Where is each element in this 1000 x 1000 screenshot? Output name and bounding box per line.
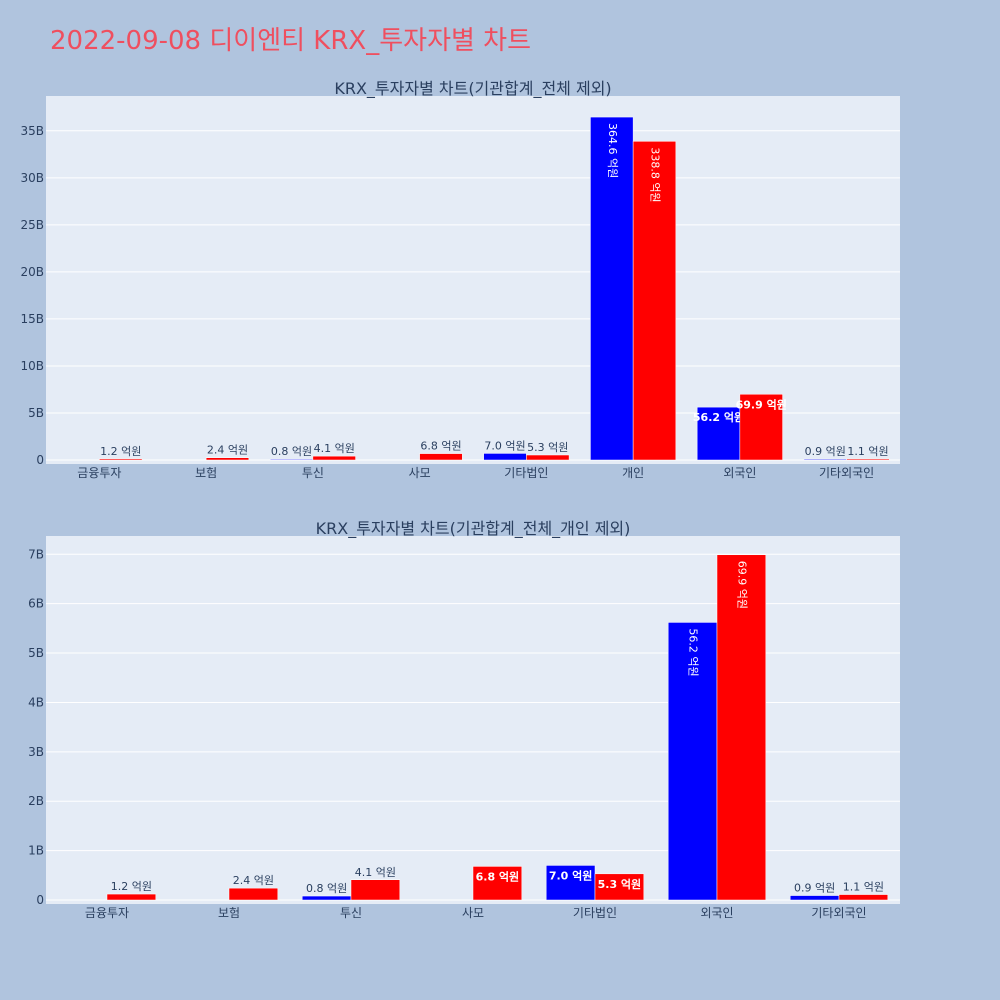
x-tick-label: 외국인 [700, 906, 733, 920]
chart-2: 0 1B 2B 3B 4B 5B 6B 7B KRX_투자자별 차트(기관합계_전체_개인 제외… [28, 519, 900, 920]
bar-value-label: 5.3 억원 [598, 877, 642, 891]
bar-value-label: 338.8 억원 [648, 147, 661, 202]
bar-value-label: 6.8 억원 [420, 440, 461, 453]
bar [99, 458, 143, 461]
y-tick-label: 2B [28, 794, 44, 808]
y-tick-label: 1B [28, 844, 44, 858]
charts-root: 0 5B 10B 15B 20B 25B 30B 35B KRX_투자자별 차트(기관합계_전체… [20, 79, 900, 920]
bar [419, 453, 463, 461]
y-tick-label: 5B [28, 406, 44, 420]
bar [846, 458, 890, 461]
chart-title: KRX_투자자별 차트(기관합계_전체_개인 제외) [316, 519, 631, 539]
x-tick-label: 기타법인 [504, 466, 548, 480]
x-tick-label: 기타법인 [573, 906, 617, 920]
x-tick-label: 사모 [462, 906, 484, 920]
bar-value-label: 0.9 억원 [794, 882, 835, 895]
y-tick-label: 6B [28, 597, 44, 611]
x-tick-label: 외국인 [723, 466, 756, 480]
bar [716, 554, 767, 901]
bar-value-label: 0.8 억원 [306, 882, 347, 895]
y-tick-label: 0 [36, 893, 44, 907]
bar-value-label: 5.3 억원 [527, 441, 568, 454]
bar [526, 454, 570, 461]
bar-value-label: 1.2 억원 [100, 445, 141, 458]
bar-value-label: 1.1 억원 [843, 881, 884, 894]
x-tick-label: 기타외국인 [811, 906, 866, 920]
bar [789, 895, 840, 901]
bar [696, 406, 741, 461]
y-tick-label: 5B [28, 646, 44, 660]
bar-value-label: 7.0 억원 [484, 439, 525, 452]
bar [205, 457, 250, 461]
x-tick-label: 금융투자 [77, 466, 121, 480]
bar [269, 458, 314, 461]
x-tick-label: 금융투자 [85, 906, 129, 920]
plot-area [46, 536, 900, 904]
bar-value-label: 1.1 억원 [847, 445, 888, 458]
y-tick-label: 0 [36, 453, 44, 467]
bar-value-label: 69.9 억원 [736, 397, 787, 411]
bar-value-label: 7.0 억원 [549, 868, 593, 882]
bar-value-label: 4.1 억원 [314, 442, 355, 455]
bar-value-label: 4.1 억원 [355, 866, 396, 879]
bar [312, 455, 356, 461]
bar [483, 453, 527, 461]
y-tick-label: 20B [20, 265, 44, 279]
x-tick-label: 기타외국인 [819, 466, 874, 480]
bar [590, 116, 634, 461]
bar [667, 622, 718, 901]
bar [838, 894, 889, 901]
bar [803, 458, 847, 461]
bar-value-label: 2.4 억원 [233, 874, 274, 887]
chart-title: KRX_투자자별 차트(기관합계_전체 제외) [334, 79, 611, 99]
bar [739, 394, 783, 461]
page-title: 2022-09-08 디이엔티 KRX_투자자별 차트 [50, 26, 531, 56]
y-tick-label: 4B [28, 695, 44, 709]
x-tick-label: 투신 [340, 906, 362, 920]
bar-value-label: 0.8 억원 [271, 445, 312, 458]
bar [301, 895, 352, 901]
chart-1: 0 5B 10B 15B 20B 25B 30B 35B KRX_투자자별 차트(기관합계_전체… [20, 79, 900, 480]
bar [106, 893, 157, 901]
y-tick-label: 15B [20, 312, 44, 326]
bar-value-label: 56.2 억원 [687, 628, 700, 676]
y-tick-label: 25B [20, 218, 44, 232]
bar-value-label: 56.2 억원 [693, 410, 744, 424]
bar-value-label: 69.9 억원 [735, 561, 748, 609]
bar-value-label: 6.8 억원 [476, 869, 520, 883]
x-tick-label: 보험 [218, 906, 240, 920]
x-tick-label: 보험 [195, 466, 217, 480]
bar-value-label: 364.6 억원 [606, 123, 619, 178]
bar-value-label: 0.9 억원 [805, 445, 846, 458]
bar-value-label: 1.2 억원 [111, 880, 152, 893]
bar [350, 879, 401, 901]
bar [632, 141, 677, 461]
y-tick-label: 30B [20, 171, 44, 185]
bar [594, 873, 645, 901]
bar [545, 865, 596, 901]
bar-value-label: 2.4 억원 [207, 444, 248, 457]
x-tick-label: 투신 [302, 466, 324, 480]
x-tick-label: 개인 [622, 466, 644, 480]
y-tick-label: 35B [20, 124, 44, 138]
y-tick-label: 7B [28, 547, 44, 561]
y-tick-label: 10B [20, 359, 44, 373]
bar [228, 887, 279, 901]
y-tick-label: 3B [28, 745, 44, 759]
bar [472, 866, 523, 901]
x-tick-label: 사모 [409, 466, 431, 480]
